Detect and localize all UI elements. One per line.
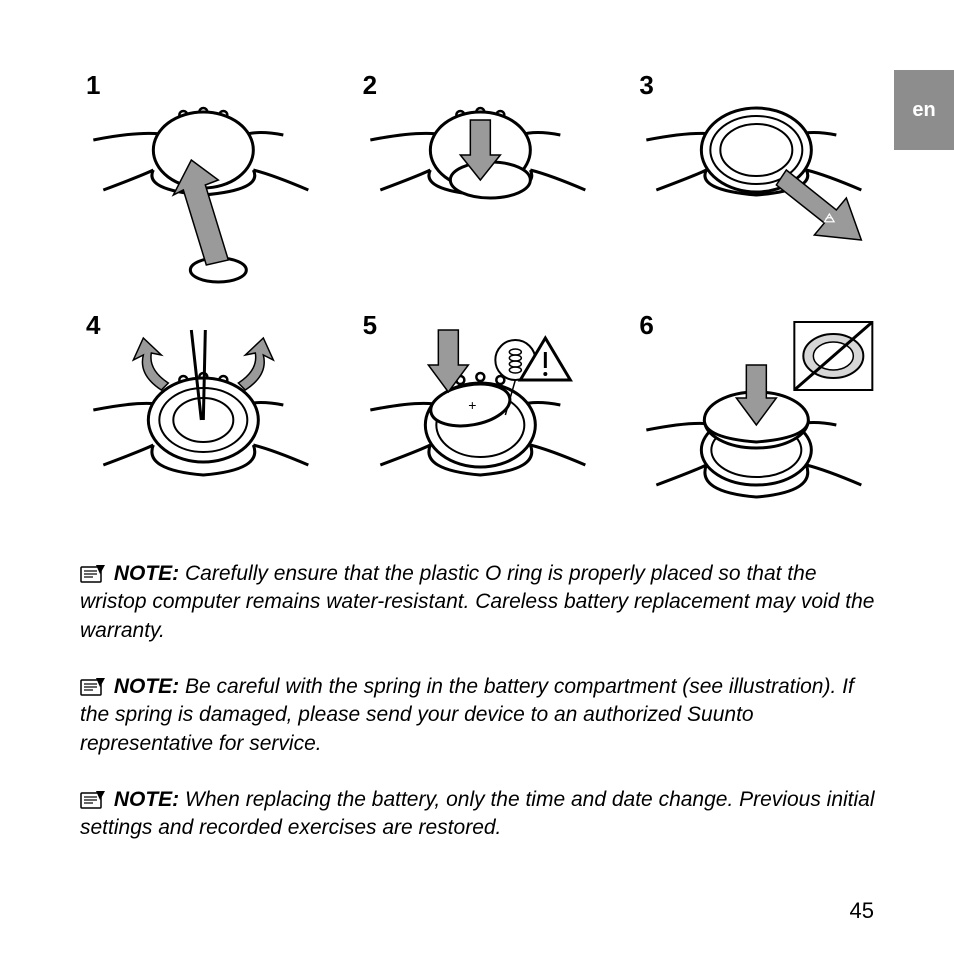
step-2: 2 (357, 70, 604, 280)
note-text: Carefully ensure that the plastic O ring… (80, 562, 874, 642)
note-1: NOTE: Carefully ensure that the plastic … (80, 560, 880, 645)
notes-section: NOTE: Carefully ensure that the plastic … (80, 560, 880, 843)
note-text: When replacing the battery, only the tim… (80, 788, 875, 839)
note-3: NOTE: When replacing the battery, only t… (80, 786, 880, 843)
step-3-illustration (633, 80, 880, 290)
step-6-illustration (633, 320, 880, 530)
manual-page: 1 (80, 70, 880, 871)
note-icon (80, 789, 106, 809)
note-2: NOTE: Be careful with the spring in the … (80, 673, 880, 758)
step-2-illustration (357, 80, 604, 290)
note-label: NOTE: (114, 562, 179, 585)
note-icon (80, 563, 106, 583)
step-6: 6 (633, 310, 880, 520)
step-1: 1 (80, 70, 327, 280)
step-5: 5 + (357, 310, 604, 520)
note-icon (80, 676, 106, 696)
note-label: NOTE: (114, 788, 179, 811)
step-4: 4 (80, 310, 327, 520)
step-3: 3 (633, 70, 880, 280)
page-number: 45 (850, 898, 874, 924)
note-label: NOTE: (114, 675, 179, 698)
step-5-illustration: + (357, 320, 604, 530)
step-1-illustration (80, 80, 327, 290)
language-tab: en (894, 70, 954, 150)
step-4-illustration (80, 320, 327, 530)
steps-grid: 1 (80, 70, 880, 520)
svg-text:+: + (468, 397, 476, 413)
note-text: Be careful with the spring in the batter… (80, 675, 854, 755)
